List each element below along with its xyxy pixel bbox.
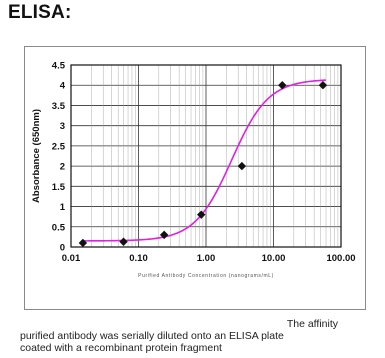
x-tick-label: 1.00 (197, 253, 216, 264)
x-tick-label: 10.00 (262, 253, 286, 264)
x-tick-label: 100.00 (326, 253, 355, 264)
y-tick-label: 1 (60, 202, 66, 213)
point-layer (78, 81, 328, 248)
caption-line-1: The affinity (286, 318, 338, 330)
figure-caption: The affinity purified antibody was seria… (20, 318, 364, 354)
y-tick-label: 4.5 (52, 61, 66, 72)
grid-layer (70, 64, 342, 248)
x-tick-label: 0.01 (62, 253, 81, 264)
x-axis-title: Purified Antibody Concentration (nanogra… (138, 273, 274, 279)
x-tick-label: 0.10 (129, 253, 148, 264)
data-point (318, 81, 328, 90)
y-tick-label: 1.5 (52, 182, 66, 193)
y-tick-label: 2 (60, 162, 65, 173)
curve-layer (81, 79, 326, 242)
data-point (119, 237, 128, 246)
label-layer: 0 0.5 1 1.5 2 2.5 3 3.5 4 4.5 0.01 0.10 1.00 10.00 100… (31, 61, 356, 280)
data-point (278, 81, 287, 90)
data-point (78, 238, 88, 248)
caption-line-3: coated with a recombinant protein fragme… (20, 342, 222, 354)
y-tick-label: 3.5 (52, 101, 66, 112)
data-point (237, 161, 247, 171)
y-tick-label: 4 (60, 81, 66, 92)
y-tick-label: 2.5 (52, 141, 66, 152)
axis-layer (70, 64, 342, 248)
y-tick-label: 0 (60, 243, 65, 254)
y-axis-title: Absorbance (650nm) (31, 109, 42, 203)
plot-frame (70, 64, 342, 248)
data-point (197, 210, 206, 219)
chart-panel: 0 0.5 1 1.5 2 2.5 3 3.5 4 4.5 0.01 0.10 1.00 10.00 100… (24, 46, 366, 310)
page-heading: ELISA: (8, 2, 72, 23)
y-tick-label: 0.5 (52, 222, 66, 233)
caption-line-2: purified antibody was serially diluted o… (20, 330, 284, 342)
data-point (159, 230, 169, 240)
elisa-chart: 0 0.5 1 1.5 2 2.5 3 3.5 4 4.5 0.01 0.10 1.00 10.00 100… (31, 61, 356, 280)
y-tick-label: 3 (60, 121, 65, 132)
fit-curve (81, 79, 326, 242)
